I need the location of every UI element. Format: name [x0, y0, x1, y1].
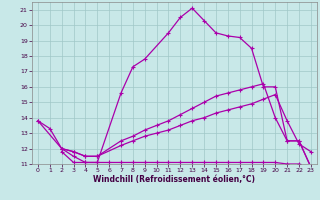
X-axis label: Windchill (Refroidissement éolien,°C): Windchill (Refroidissement éolien,°C) — [93, 175, 255, 184]
